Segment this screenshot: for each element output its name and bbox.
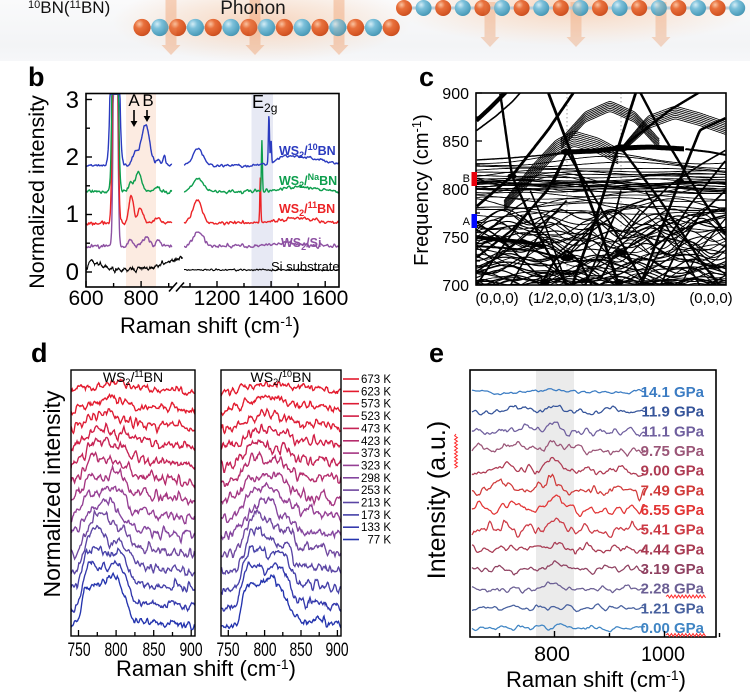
svg-text:423 K: 423 K xyxy=(361,436,391,448)
svg-text:3: 3 xyxy=(66,87,79,114)
svg-text:2.28 GPa: 2.28 GPa xyxy=(641,581,705,598)
svg-text:750: 750 xyxy=(217,640,240,661)
svg-text:Raman shift (cm-1): Raman shift (cm-1) xyxy=(116,656,296,681)
svg-text:298 K: 298 K xyxy=(361,473,391,485)
svg-text:WS2/11BN: WS2/11BN xyxy=(279,200,335,218)
svg-text:Intensity (a.u.): Intensity (a.u.) xyxy=(423,421,451,579)
svg-text:323 K: 323 K xyxy=(361,460,391,472)
svg-text:0.00 GPa: 0.00 GPa xyxy=(641,620,705,637)
svg-text:373 K: 373 K xyxy=(361,448,391,460)
svg-text:900: 900 xyxy=(180,640,203,661)
svg-text:800: 800 xyxy=(534,642,570,666)
svg-text:473 K: 473 K xyxy=(361,423,391,435)
svg-text:b: b xyxy=(28,62,45,92)
svg-text:14.1 GPa: 14.1 GPa xyxy=(641,384,705,401)
svg-text:173 K: 173 K xyxy=(361,510,391,522)
svg-text:700: 700 xyxy=(442,278,469,295)
svg-text:850: 850 xyxy=(290,640,313,661)
svg-text:9.75 GPa: 9.75 GPa xyxy=(641,443,705,460)
svg-text:800: 800 xyxy=(442,182,469,199)
svg-text:A: A xyxy=(128,91,140,110)
svg-text:Raman shift (cm-1): Raman shift (cm-1) xyxy=(120,313,300,338)
svg-text:5.41 GPa: 5.41 GPa xyxy=(641,522,705,539)
svg-text:WS2/10BN: WS2/10BN xyxy=(251,369,312,387)
svg-text:213 K: 213 K xyxy=(361,498,391,510)
svg-text:11.9 GPa: 11.9 GPa xyxy=(641,404,704,421)
svg-text:850: 850 xyxy=(143,640,166,661)
svg-text:11.1 GPa: 11.1 GPa xyxy=(641,423,704,440)
svg-text:9.00 GPa: 9.00 GPa xyxy=(641,463,705,480)
svg-text:133 K: 133 K xyxy=(361,522,391,534)
svg-text:d: d xyxy=(31,338,48,368)
svg-text:Frequency (cm-1): Frequency (cm-1) xyxy=(409,114,433,266)
svg-text:523 K: 523 K xyxy=(361,411,391,423)
svg-text:(0,0,0): (0,0,0) xyxy=(475,290,518,307)
svg-text:600: 600 xyxy=(68,287,103,310)
svg-text:623 K: 623 K xyxy=(361,386,391,398)
svg-text:750: 750 xyxy=(442,230,469,247)
svg-text:1000: 1000 xyxy=(641,642,685,666)
svg-text:7.49 GPa: 7.49 GPa xyxy=(641,482,705,499)
svg-text:Normalized intensity: Normalized intensity xyxy=(25,95,49,289)
svg-text:Normalized intensity: Normalized intensity xyxy=(39,390,65,598)
svg-text:(0,0,0): (0,0,0) xyxy=(689,290,732,307)
svg-text:800: 800 xyxy=(105,640,128,661)
svg-text:4.44 GPa: 4.44 GPa xyxy=(641,541,705,558)
svg-text:900: 900 xyxy=(442,86,469,103)
svg-text:B: B xyxy=(463,173,470,185)
svg-text:WS2/NaBN: WS2/NaBN xyxy=(279,172,337,190)
svg-text:750: 750 xyxy=(68,640,91,661)
svg-text:3.19 GPa: 3.19 GPa xyxy=(641,561,705,578)
svg-text:Si substrate: Si substrate xyxy=(271,259,340,274)
svg-text:B: B xyxy=(142,91,153,110)
svg-text:900: 900 xyxy=(326,640,349,661)
svg-text:0: 0 xyxy=(66,259,79,286)
svg-text:1400: 1400 xyxy=(248,287,295,310)
svg-text:1600: 1600 xyxy=(302,287,349,310)
svg-text:850: 850 xyxy=(442,134,469,151)
svg-text:WS2/Si: WS2/Si xyxy=(281,236,321,252)
svg-text:e: e xyxy=(429,338,444,368)
svg-text:Phonon: Phonon xyxy=(220,0,286,19)
svg-text:A: A xyxy=(463,216,471,228)
svg-text:(1/3,1/3,0): (1/3,1/3,0) xyxy=(587,290,655,307)
svg-text:(1/2,0,0): (1/2,0,0) xyxy=(528,290,584,307)
svg-text:77 K: 77 K xyxy=(361,535,391,547)
svg-text:2: 2 xyxy=(66,144,79,171)
svg-text:253 K: 253 K xyxy=(361,485,391,497)
svg-text:6.55 GPa: 6.55 GPa xyxy=(641,502,705,519)
svg-text:800: 800 xyxy=(123,287,158,310)
svg-text:1.21 GPa: 1.21 GPa xyxy=(641,600,705,617)
svg-text:c: c xyxy=(419,62,434,92)
svg-text:573 K: 573 K xyxy=(361,399,391,411)
svg-text:800: 800 xyxy=(254,640,277,661)
svg-text:WS2/10BN: WS2/10BN xyxy=(279,142,336,160)
svg-text:1: 1 xyxy=(66,201,79,228)
svg-text:WS2/11BN: WS2/11BN xyxy=(103,369,163,387)
svg-text:673 K: 673 K xyxy=(361,374,391,386)
svg-text:Raman shift (cm-1): Raman shift (cm-1) xyxy=(506,667,686,692)
svg-text:10BN(11BN): 10BN(11BN) xyxy=(28,0,110,17)
svg-text:1200: 1200 xyxy=(194,287,241,310)
